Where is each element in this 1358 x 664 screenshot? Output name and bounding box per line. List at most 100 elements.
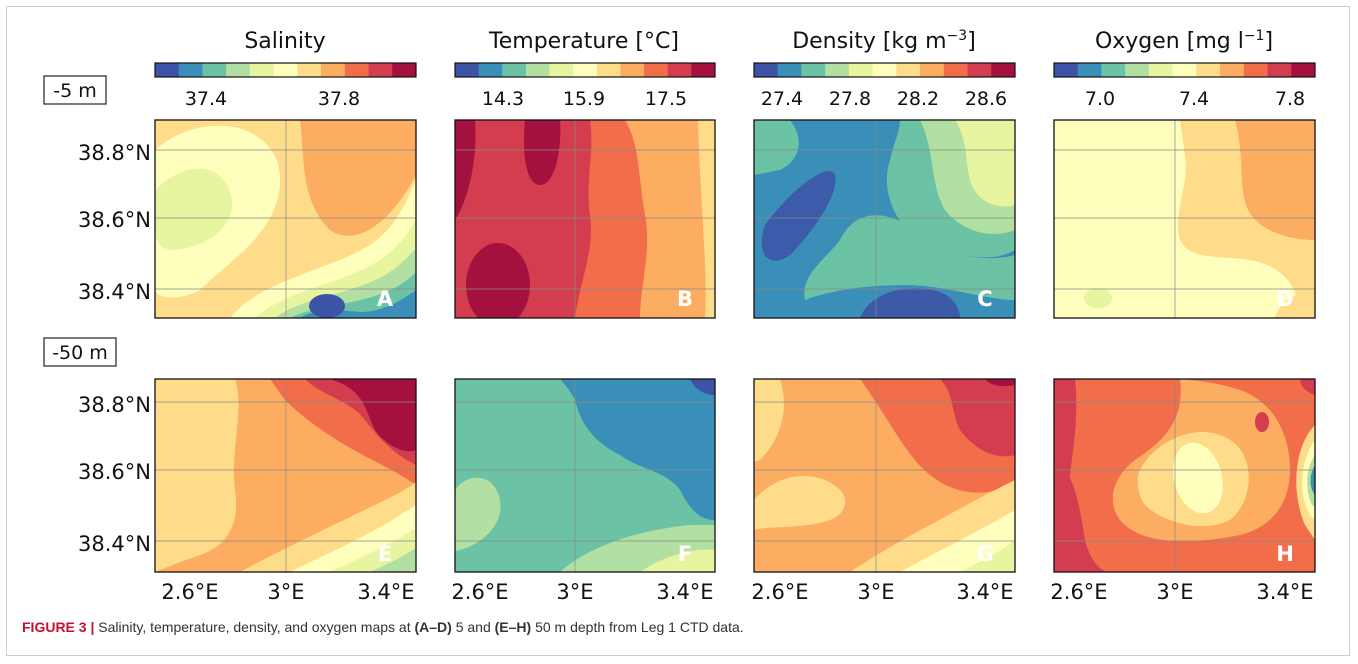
colorbar-salinity xyxy=(154,62,417,78)
panel-g: G xyxy=(753,378,1016,573)
colorbar-segment xyxy=(620,63,645,77)
cbar-tick: 28.2 xyxy=(897,88,939,110)
panel-e: E xyxy=(154,378,417,573)
caption-figure-label: FIGURE 3 | xyxy=(22,619,95,635)
colorbar-segment xyxy=(1077,63,1102,77)
colorbar-segment xyxy=(825,63,850,77)
colorbar-frame xyxy=(454,62,716,78)
colorbar-segment xyxy=(573,63,598,77)
colorbar-segment xyxy=(1243,63,1268,77)
lon-tick: 3.4°E xyxy=(956,580,1013,604)
colorbar-segment xyxy=(872,63,897,77)
colorbar-segment xyxy=(667,63,692,77)
colorbar-segment xyxy=(344,63,369,77)
caption-bold: (E–H) xyxy=(494,619,532,635)
colorbar-frame xyxy=(1053,62,1316,78)
colorbar-segment xyxy=(202,63,227,77)
colorbar-segment xyxy=(525,63,550,77)
lon-tick: 2.6°E xyxy=(1050,580,1107,604)
lon-tick: 2.6°E xyxy=(161,580,218,604)
lon-tick: 3°E xyxy=(857,580,894,604)
lon-ticks: 2.6°E 3°E 3.4°E 2.6°E 3°E 3.4°E 2.6°E 3°… xyxy=(161,580,1313,604)
svg-text:-50 m: -50 m xyxy=(52,342,108,364)
colorbar-segment xyxy=(478,63,503,77)
caption-text: 50 m depth from Leg 1 CTD data. xyxy=(531,619,744,635)
colorbar-segment xyxy=(801,63,826,77)
colorbar-segment xyxy=(596,63,621,77)
cbar-tick: 7.8 xyxy=(1275,88,1305,110)
colorbar-frame xyxy=(753,62,1016,78)
colorbar-segment xyxy=(896,63,921,77)
lon-tick: 3.4°E xyxy=(1256,580,1313,604)
lon-tick: 2.6°E xyxy=(751,580,808,604)
colorbar-segment xyxy=(691,63,716,77)
cbar-tick: 17.5 xyxy=(645,88,687,110)
title-density: Density [kg m−3] xyxy=(792,28,976,54)
panel-letter-g: G xyxy=(976,542,993,566)
caption-bold: (A–D) xyxy=(414,619,452,635)
cbar-tick: 37.4 xyxy=(185,88,227,110)
lat-tick: 38.4°N xyxy=(78,532,151,556)
cbar-tick: 15.9 xyxy=(563,88,605,110)
svg-text:-5 m: -5 m xyxy=(53,80,97,102)
colorbar-segment xyxy=(1291,63,1316,77)
colorbar-segment xyxy=(321,63,346,77)
colorbar-segment xyxy=(249,63,275,77)
cbar-tick: 7.0 xyxy=(1085,88,1115,110)
lat-tick: 38.6°N xyxy=(78,208,151,232)
colorbar-segment xyxy=(1196,63,1221,77)
cbar-tick: 27.8 xyxy=(829,88,871,110)
cbar-tick: 37.8 xyxy=(318,88,360,110)
colorbar-segment xyxy=(549,63,574,77)
title-salinity: Salinity xyxy=(244,29,325,54)
colorbar-segment xyxy=(920,63,945,77)
colorbar-segment xyxy=(943,63,968,77)
lat-tick: 38.8°N xyxy=(78,393,151,417)
colorbar-segment xyxy=(502,63,527,77)
colorbar-segment xyxy=(178,63,203,77)
colorbar-oxygen xyxy=(1053,62,1316,78)
cbar-tick: 7.4 xyxy=(1179,88,1209,110)
panel-letter-e: E xyxy=(378,542,392,566)
colorbar-temperature xyxy=(454,62,716,78)
colorbar-segment xyxy=(297,63,322,77)
colorbar-segment xyxy=(392,63,417,77)
colorbar-segment xyxy=(273,63,298,77)
panel-d: D xyxy=(1053,119,1316,319)
panel-c: C xyxy=(753,119,1016,319)
lon-tick: 3.4°E xyxy=(656,580,713,604)
panel-letter-b: B xyxy=(677,287,693,311)
colorbar-segment xyxy=(777,63,802,77)
colorbar-segment xyxy=(1125,63,1150,77)
colorbar-segment xyxy=(848,63,874,77)
cbar-tick: 28.6 xyxy=(965,88,1007,110)
panel-letter-f: F xyxy=(678,542,692,566)
lon-tick: 3.4°E xyxy=(357,580,414,604)
colorbar-segment xyxy=(226,63,251,77)
panel-letter-h: H xyxy=(1276,542,1294,566)
figure-caption: FIGURE 3 | Salinity, temperature, densit… xyxy=(22,619,744,635)
panel-letter-c: C xyxy=(977,287,992,311)
caption-text: 5 and xyxy=(451,619,495,635)
colorbar-segment xyxy=(991,63,1016,77)
panel-a: A xyxy=(154,119,417,319)
panel-letter-a: A xyxy=(377,287,394,311)
lat-tick: 38.6°N xyxy=(78,460,151,484)
cbar-tick: 14.3 xyxy=(482,88,524,110)
row-label-5m: -5 m xyxy=(43,75,107,105)
colorbar-segment xyxy=(1101,63,1126,77)
colorbar-segment xyxy=(155,63,180,77)
colorbar-segment xyxy=(1172,63,1197,77)
panel-f: F xyxy=(454,378,716,573)
title-temperature: Temperature [°C] xyxy=(488,29,679,54)
lat-tick: 38.8°N xyxy=(78,141,151,165)
lat-ticks-bottom: 38.8°N 38.6°N 38.4°N xyxy=(78,393,151,556)
lat-ticks-top: 38.8°N 38.6°N 38.4°N xyxy=(78,141,151,304)
lon-tick: 3°E xyxy=(267,580,304,604)
colorbar-frame xyxy=(154,62,417,78)
row-label-50m: -50 m xyxy=(43,337,117,367)
colorbar-density xyxy=(753,62,1016,78)
lon-tick: 2.6°E xyxy=(451,580,508,604)
lat-tick: 38.4°N xyxy=(78,280,151,304)
